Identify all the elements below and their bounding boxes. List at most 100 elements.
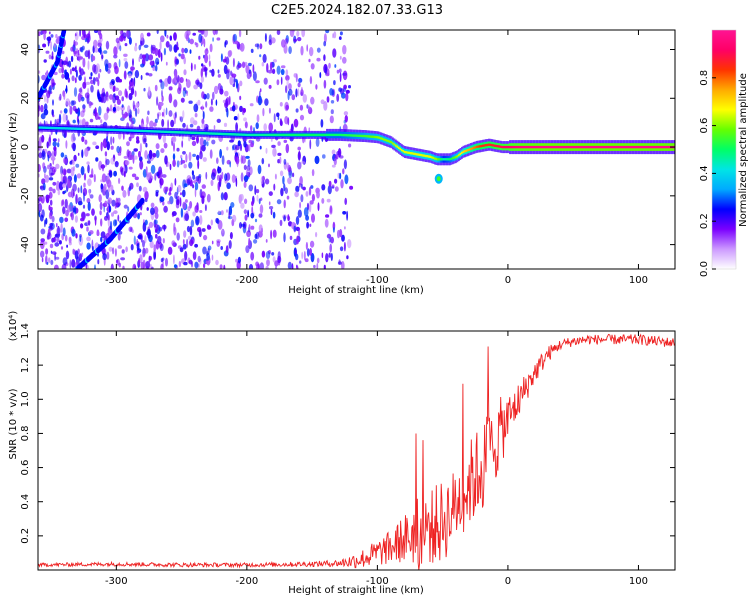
spectrogram-noise-cell — [110, 263, 114, 269]
spectrogram-noise-cell — [229, 76, 234, 86]
spectrogram-noise-cell — [73, 154, 77, 162]
spectrogram-noise-cell — [328, 180, 332, 187]
spectrogram-ridge-core — [131, 129, 133, 132]
spectrogram-noise-cell — [175, 111, 177, 119]
spectrogram-noise-cell — [319, 72, 322, 79]
spectrogram-noise-cell — [279, 156, 282, 164]
spectrogram-noise-cell — [245, 245, 250, 254]
spectrogram-ridge-core — [180, 131, 183, 134]
spectrogram-ridge-core — [99, 128, 102, 131]
spectrogram-ridge-core — [419, 153, 421, 156]
spectrogram-ridge-core — [483, 144, 486, 147]
spectrogram-noise-cell — [61, 61, 64, 65]
spectrogram-ridge-core — [149, 130, 151, 133]
spectrogram-noise-cell — [137, 108, 140, 115]
spectrogram-noise-cell — [186, 79, 191, 88]
spectrogram-noise-cell — [308, 127, 311, 132]
spectrogram-noise-cell — [196, 135, 199, 144]
spectrogram-ridge-core — [261, 133, 264, 137]
spectrogram-ridge-core — [183, 131, 186, 134]
spectrogram-noise-cell — [131, 79, 135, 89]
spectrogram-ridge-core — [192, 131, 195, 134]
spectrogram-noise-cell — [198, 33, 203, 43]
spectrogram-noise-cell — [124, 61, 129, 69]
spectrogram-noise-cell — [325, 30, 330, 34]
spectrogram-ridge-core — [182, 131, 184, 134]
spectrogram-ridge-core — [369, 135, 372, 138]
spectrogram-noise-cell — [64, 72, 70, 80]
spectrogram-noise-cell — [310, 252, 315, 263]
spectrogram-noise-cell — [172, 153, 176, 161]
spectrogram-noise-cell — [185, 153, 188, 163]
spectrogram-noise-cell — [145, 166, 148, 174]
spectrogram-noise-cell — [286, 162, 290, 168]
spectrogram-noise-cell — [184, 199, 188, 203]
spectrogram-ridge-core — [330, 133, 333, 137]
spectrogram-ridge-core — [224, 132, 226, 136]
spectrogram-ridge-core — [518, 145, 520, 149]
spectrogram-noise-cell — [213, 85, 219, 95]
spectrogram-noise-cell — [172, 136, 177, 143]
spectrogram-noise-cell — [90, 79, 94, 85]
spectrogram-noise-cell — [308, 186, 312, 196]
spectrogram-ridge-core — [108, 128, 111, 131]
spectrogram-noise-cell — [205, 171, 208, 180]
spectrogram-noise-cell — [188, 259, 193, 265]
spectrogram-xtick-label: -200 — [236, 275, 259, 286]
spectrogram-ridge-core — [267, 133, 270, 137]
spectrogram-noise-cell — [199, 137, 204, 147]
spectrogram-noise-cell — [204, 204, 207, 212]
spectrogram-ridge-core — [279, 133, 282, 137]
spectrogram-noise-cell — [276, 30, 281, 35]
spectrogram-noise-cell — [181, 47, 185, 54]
spectrogram-noise-cell — [313, 264, 316, 269]
spectrogram-noise-cell — [198, 55, 201, 60]
spectrogram-ridge-core — [338, 133, 340, 137]
spectrogram-noise-cell — [43, 59, 47, 63]
spectrogram-noise-cell — [100, 218, 103, 227]
spectrogram-ridge-core — [554, 145, 556, 149]
spectrogram-noise-cell — [252, 71, 257, 82]
spectrogram-noise-cell — [216, 218, 220, 225]
spectrogram-ridge-core — [363, 134, 366, 138]
spectrogram-noise-cell — [57, 225, 60, 236]
spectrogram-ridge-core — [246, 133, 249, 137]
spectrogram-noise-cell — [250, 48, 254, 54]
spectrogram-noise-cell — [193, 63, 197, 70]
spectrogram-noise-cell — [169, 187, 172, 195]
spectrogram-noise-cell — [43, 241, 48, 245]
spectrogram-noise-cell — [81, 118, 86, 127]
spectrogram-noise-cell — [142, 240, 145, 248]
spectrogram-noise-cell — [244, 214, 248, 221]
spectrogram-ridge-core — [308, 133, 310, 137]
spectrogram-ridge-core — [47, 126, 49, 129]
spectrogram-ridge-core — [81, 127, 84, 131]
spectrogram-noise-cell — [211, 68, 215, 77]
spectrogram-noise-cell — [293, 118, 299, 128]
spectrogram-noise-cell — [280, 187, 284, 197]
spectrogram-noise-cell — [310, 240, 315, 248]
spectrogram-ridge-core — [414, 152, 417, 156]
spectrogram-noise-cell — [341, 234, 345, 242]
spectrogram-ridge-core — [102, 128, 105, 131]
spectrogram-ridge-core — [627, 145, 630, 149]
spectrogram-noise-cell — [45, 50, 50, 54]
spectrogram-noise-cell — [283, 232, 286, 243]
spectrogram-noise-cell — [144, 53, 150, 62]
spectrogram-noise-cell — [326, 233, 332, 239]
spectrogram-ridge-core — [422, 154, 424, 157]
spectrogram-noise-cell — [244, 121, 248, 129]
colorbar-tick-label: 0.6 — [699, 118, 710, 134]
spectrogram-ridge-core — [107, 128, 109, 131]
spectrogram-noise-cell — [170, 119, 175, 128]
spectrogram-ytick-label: 20 — [20, 92, 31, 105]
spectrogram-noise-cell — [213, 125, 216, 130]
spectrogram-ytick-label: 40 — [20, 43, 31, 56]
spectrogram-noise-cell — [58, 67, 62, 74]
spectrogram-ridge-core — [564, 145, 567, 149]
spectrogram-noise-cell — [70, 211, 74, 221]
spectrogram-noise-cell — [77, 119, 80, 125]
spectrogram-noise-cell — [134, 265, 136, 269]
spectrogram-noise-cell — [104, 200, 108, 208]
spectrogram-ridge-core — [500, 145, 502, 148]
